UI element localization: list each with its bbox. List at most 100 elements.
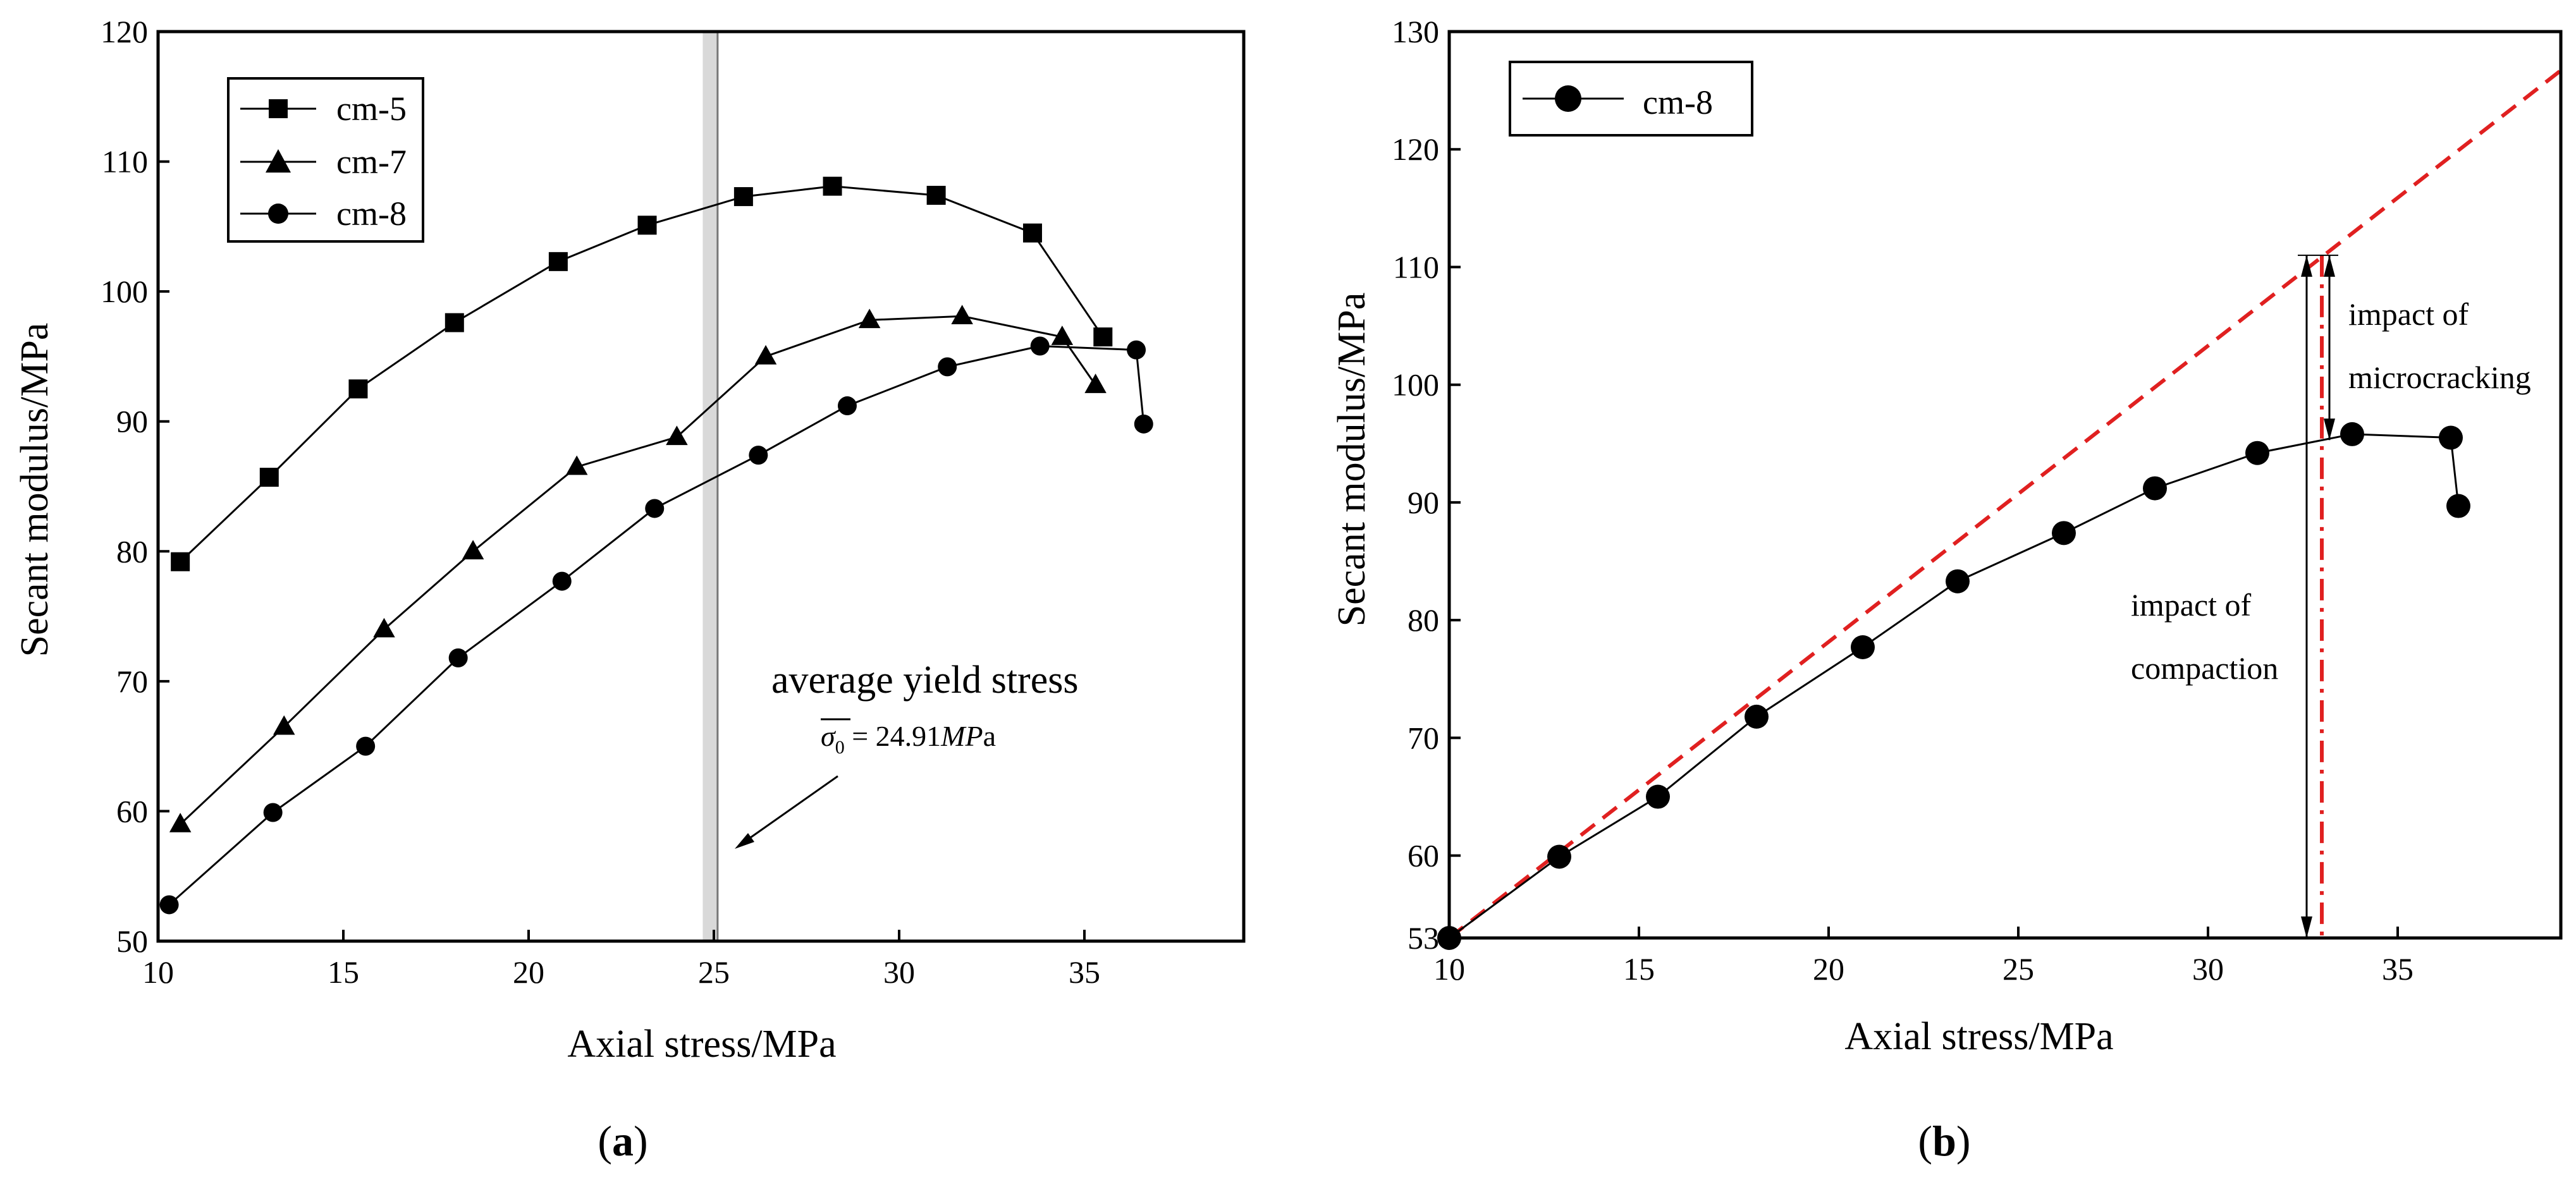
y-tick-label: 80 <box>116 533 148 569</box>
data-point-square <box>1093 327 1113 347</box>
y-tick-label: 100 <box>1392 367 1439 403</box>
x-tick-label: 20 <box>1813 951 1844 987</box>
y-tick-label: 60 <box>116 793 148 829</box>
data-point-square <box>348 379 368 399</box>
legend-label-cm-7: cm-7 <box>336 143 407 181</box>
y-axis-ticks: 50 60 70 80 90 100 110 120 <box>101 14 169 959</box>
legend-marker-triangle <box>266 149 291 173</box>
y-tick-label: 70 <box>116 664 148 699</box>
yield-stress-title: average yield stress <box>771 659 1078 702</box>
data-point-triangle <box>754 344 777 365</box>
x-tick-label: 35 <box>2382 951 2413 987</box>
y-tick-label: 60 <box>1408 838 1439 874</box>
y-tick-label: 90 <box>116 404 148 439</box>
x-tick-label: 25 <box>698 954 730 990</box>
legend-box <box>1509 61 1753 137</box>
y-tick-label: 100 <box>101 274 148 309</box>
x-tick-label: 30 <box>2192 951 2224 987</box>
microcracking-arrow-head-bottom <box>2324 418 2335 441</box>
plot-area-frame <box>1447 30 2563 940</box>
data-point-circle <box>749 446 768 465</box>
legend: cm-8 <box>1509 61 1753 137</box>
y-axis-title: Secant modulus/MPa <box>13 323 56 657</box>
data-point-circle <box>1030 336 1050 356</box>
series-line-cm-8 <box>1449 433 2460 939</box>
data-point-circle <box>263 803 283 822</box>
compaction-arrow-head-bottom <box>2301 916 2312 938</box>
data-point-circle <box>1134 414 1153 434</box>
data-point-square <box>637 216 657 235</box>
y-axis-ticks: 53 60 70 80 90 100 110 120 130 <box>1392 14 1461 956</box>
y-tick-label: 120 <box>1392 131 1439 167</box>
panel-label-b: (b) <box>1918 1117 1970 1165</box>
data-point-triangle <box>951 305 973 324</box>
data-point-triangle <box>1051 326 1074 345</box>
data-point-circle <box>2439 425 2463 450</box>
y-tick-label: 70 <box>1408 720 1439 755</box>
panel-letter-a: a <box>612 1117 634 1165</box>
x-tick-label: 20 <box>513 954 544 990</box>
data-point-circle <box>1547 844 1571 869</box>
data-point-square <box>823 176 842 196</box>
data-point-square <box>926 186 946 205</box>
x-tick-label: 15 <box>1623 951 1655 987</box>
x-tick-label: 30 <box>883 954 915 990</box>
data-point-square <box>1022 223 1042 243</box>
impact-arrows <box>2298 254 2338 938</box>
y-tick-label: 110 <box>102 144 148 180</box>
plot-area-frame <box>156 30 1246 943</box>
annotation-compaction-line2: compaction <box>2131 650 2278 686</box>
data-point-square <box>171 552 190 571</box>
annotation-microcracking-line1: impact of <box>2348 296 2469 332</box>
y-tick-label: 110 <box>1393 249 1439 284</box>
yield-arrow-line <box>745 775 838 842</box>
x-axis-title: Axial stress/MPa <box>1844 1015 2113 1058</box>
yield-arrow-head <box>735 833 754 849</box>
x-tick-label: 35 <box>1069 954 1100 990</box>
data-point-circle <box>1127 340 1146 360</box>
legend-label-cm-8: cm-8 <box>336 195 407 233</box>
legend-label-cm-8: cm-8 <box>1643 83 1713 121</box>
yield-unit-italic: MP <box>940 720 983 752</box>
y-tick-label: 80 <box>1408 602 1439 638</box>
microcracking-arrow-head-top <box>2324 255 2335 277</box>
panel-label-a: (a) <box>598 1117 647 1165</box>
yield-stress-band <box>702 32 718 941</box>
data-point-triangle <box>666 425 688 446</box>
annotation-compaction-line1: impact of <box>2131 587 2252 623</box>
series-line-cm-8 <box>168 344 1145 906</box>
data-point-square <box>259 468 279 487</box>
data-point-square <box>733 187 753 207</box>
data-point-circle <box>1946 569 1970 594</box>
data-point-square <box>548 252 568 271</box>
x-axis-ticks: 10 15 20 25 30 35 <box>1433 927 2413 987</box>
legend: cm-5 cm-7 cm-8 <box>227 77 424 243</box>
sigma-subscript: 0 <box>835 737 845 758</box>
data-point-triangle <box>462 540 484 560</box>
legend-label-cm-5: cm-5 <box>336 90 407 128</box>
chart-a: 50 60 70 80 90 100 110 120 10 15 20 25 30 35 cm-5 cm… <box>13 14 1246 1165</box>
yield-stress-value: σ0 = 24.91MPa <box>821 720 996 758</box>
linear-reference-line <box>1448 69 2562 940</box>
data-point-triangle <box>169 812 192 832</box>
data-series <box>1437 422 2470 950</box>
x-tick-label: 25 <box>2003 951 2034 987</box>
data-point-circle <box>2340 422 2364 446</box>
x-tick-label: 15 <box>328 954 359 990</box>
data-point-circle <box>159 895 179 915</box>
data-point-circle <box>645 499 665 518</box>
data-point-circle <box>2245 441 2269 465</box>
legend-marker-circle <box>1555 85 1581 112</box>
y-tick-label: 130 <box>1392 14 1439 49</box>
data-point-circle <box>2446 494 2470 518</box>
data-point-triangle <box>565 455 588 475</box>
data-point-circle <box>2052 521 2076 545</box>
x-tick-label: 10 <box>142 954 174 990</box>
annotation-microcracking-line2: microcracking <box>2348 360 2531 395</box>
y-tick-label: 90 <box>1408 485 1439 520</box>
data-point-square <box>445 313 464 332</box>
legend-marker-square <box>269 99 288 118</box>
data-series <box>159 176 1153 915</box>
x-tick-label: 10 <box>1433 951 1465 987</box>
